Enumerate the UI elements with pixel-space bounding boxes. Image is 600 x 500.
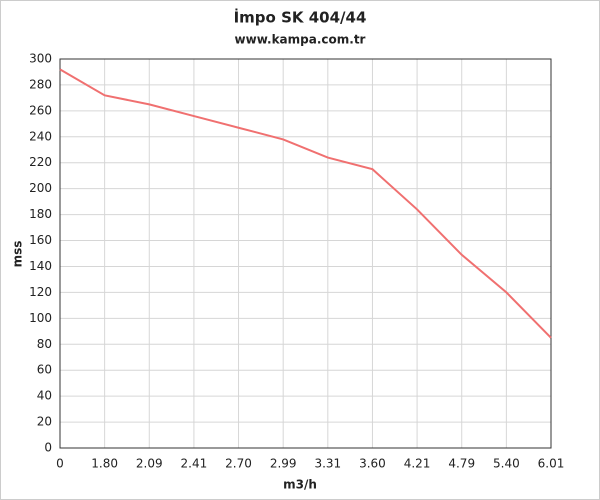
x-tick-label: 2.41 [181, 457, 208, 471]
y-axis-label: mss [11, 241, 25, 268]
x-tick-label: 4.79 [448, 457, 475, 471]
x-tick-label: 3.31 [314, 457, 341, 471]
y-tick-label: 80 [37, 337, 52, 351]
y-tick-label: 260 [29, 103, 52, 117]
chart-subtitle: www.kampa.com.tr [235, 33, 366, 47]
x-tick-label: 5.40 [493, 457, 520, 471]
y-tick-label: 240 [29, 129, 52, 143]
x-tick-label: 0 [56, 457, 64, 471]
x-tick-label: 2.09 [136, 457, 163, 471]
y-tick-label: 0 [44, 441, 52, 455]
y-tick-label: 220 [29, 155, 52, 169]
x-tick-label: 1.80 [91, 457, 118, 471]
y-tick-label: 120 [29, 285, 52, 299]
plot-border [59, 58, 552, 449]
y-tick-label: 100 [29, 311, 52, 325]
x-tick-label: 3.60 [359, 457, 386, 471]
x-tick-label: 6.01 [538, 457, 565, 471]
x-tick-label: 2.99 [270, 457, 297, 471]
y-tick-label: 280 [29, 77, 52, 91]
y-tick-label: 160 [29, 233, 52, 247]
y-tick-label: 140 [29, 259, 52, 273]
y-tick-label: 200 [29, 181, 52, 195]
y-tick-label: 180 [29, 207, 52, 221]
series-line [59, 68, 552, 339]
x-tick-label: 2.70 [225, 457, 252, 471]
chart-title: İmpo SK 404/44 [234, 8, 367, 27]
y-tick-label: 300 [29, 52, 52, 66]
y-tick-label: 60 [37, 363, 52, 377]
x-axis-label: m3/h [283, 478, 317, 492]
y-tick-label: 20 [37, 415, 52, 429]
x-tick-label: 4.21 [404, 457, 431, 471]
y-tick-label: 40 [37, 389, 52, 403]
